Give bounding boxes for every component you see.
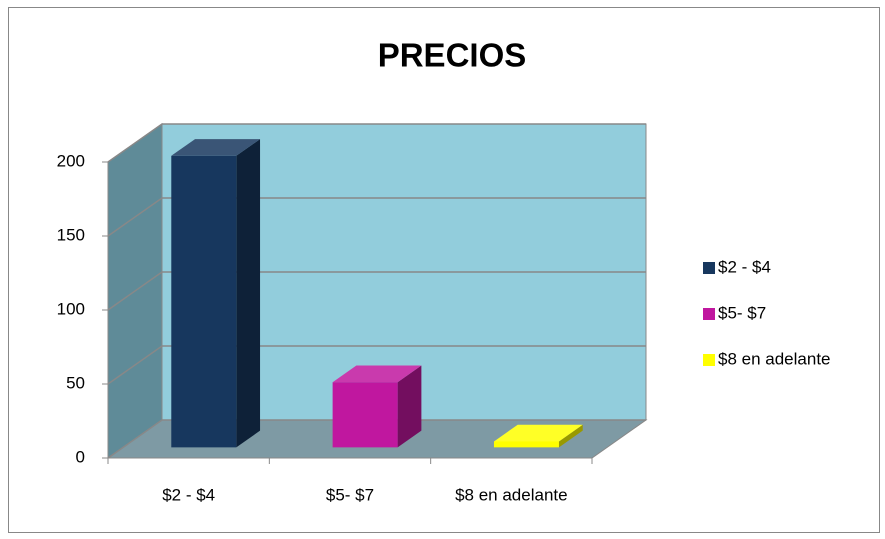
grid-line [107,271,646,311]
y-tick-label: 50 [66,373,85,392]
x-tick-label: $5- $7 [326,485,374,504]
legend-label: $2 - $4 [718,257,771,276]
x-tick-label: $2 - $4 [162,485,215,504]
y-tick-label: 0 [76,447,85,466]
bar-top [332,365,422,383]
grid-line [107,419,646,459]
legend-swatch [703,354,715,366]
chart-title: PRECIOS [378,37,527,74]
bar-side [236,139,261,448]
bar-side [558,424,583,448]
y-tick-label: 100 [57,299,85,318]
bar-top [493,424,583,442]
bar [332,382,398,448]
bar [493,441,559,448]
legend-label: $8 en adelante [718,349,831,368]
x-tick-label: $8 en adelante [455,485,568,504]
bar-side [397,365,422,448]
bar [171,155,237,448]
bar-top [171,139,261,156]
grid-line [107,345,646,385]
y-tick-label: 150 [57,225,85,244]
legend-label: $5- $7 [718,303,766,322]
y-tick-label: 200 [57,151,85,170]
legend-swatch [703,262,715,274]
legend-swatch [703,308,715,320]
grid-line [107,197,646,237]
grid-line [107,123,646,163]
